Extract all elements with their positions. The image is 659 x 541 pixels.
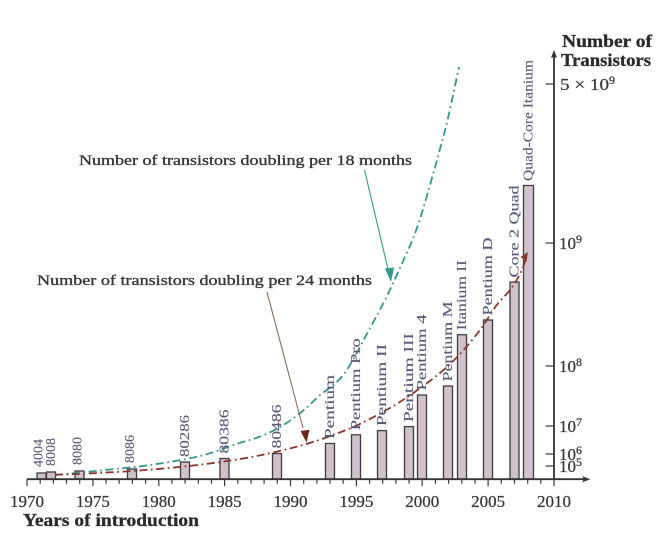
svg-text:1975: 1975 [76, 492, 110, 511]
svg-text:Pentium Pro: Pentium Pro [349, 338, 364, 430]
svg-text:Number of: Number of [562, 31, 652, 51]
svg-text:Number of transistors doubling: Number of transistors doubling per 18 mo… [79, 153, 412, 169]
svg-text:1985: 1985 [208, 492, 242, 511]
svg-text:Pentium 4: Pentium 4 [415, 315, 430, 391]
svg-text:1980: 1980 [142, 492, 176, 511]
svg-text:Pentium M: Pentium M [441, 301, 456, 382]
svg-text:Quad-Core Itanium: Quad-Core Itanium [522, 60, 537, 181]
svg-text:80486: 80486 [270, 405, 285, 449]
svg-text:4004: 4004 [32, 439, 47, 467]
svg-text:8008: 8008 [44, 438, 59, 466]
svg-text:Pentium D: Pentium D [481, 238, 496, 316]
svg-text:Pentium: Pentium [323, 375, 338, 439]
svg-text:Transistors: Transistors [561, 50, 651, 70]
svg-text:1970: 1970 [10, 492, 44, 511]
svg-text:2010: 2010 [537, 492, 571, 511]
svg-text:2000: 2000 [405, 492, 439, 511]
svg-text:2005: 2005 [471, 492, 505, 511]
svg-text:8080: 8080 [71, 437, 86, 465]
svg-text:Years of introduction: Years of introduction [23, 510, 199, 530]
svg-text:Itanium II: Itanium II [455, 260, 470, 330]
svg-text:5 × 109: 5 × 109 [560, 73, 615, 94]
svg-text:Core 2 Quad: Core 2 Quad [508, 186, 523, 278]
svg-text:1990: 1990 [274, 492, 308, 511]
svg-text:80386: 80386 [218, 410, 233, 454]
svg-text:80286: 80286 [178, 415, 193, 457]
svg-text:Number of transistors doubling: Number of transistors doubling per 24 mo… [37, 273, 372, 289]
svg-text:1995: 1995 [339, 492, 373, 511]
svg-text:Pentium II: Pentium II [375, 344, 390, 426]
svg-text:Pentium III: Pentium III [402, 333, 417, 422]
svg-text:8086: 8086 [123, 435, 138, 463]
